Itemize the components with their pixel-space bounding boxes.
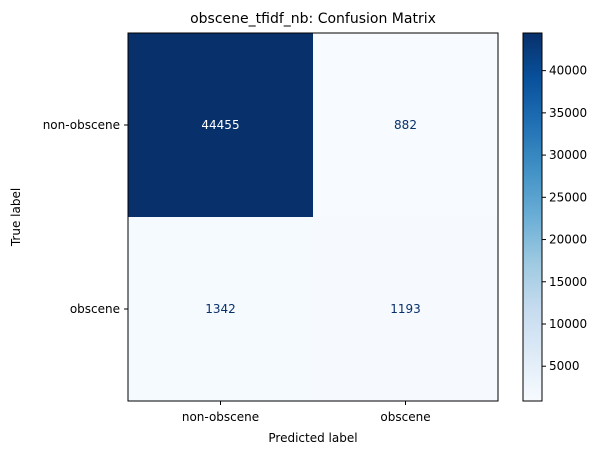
chart-title: obscene_tfidf_nb: Confusion Matrix: [190, 11, 436, 27]
colorbar-tick-label: 20000: [549, 233, 587, 247]
x-axis-label: Predicted label: [268, 431, 357, 445]
colorbar-tick-label: 10000: [549, 317, 587, 331]
colorbar: [522, 32, 543, 402]
y-axis-label: True label: [9, 188, 23, 247]
colorbar-ticks: 5000 10000 15000 20000 25000 30000 35000 40000: [542, 64, 587, 373]
cell-value-label: 1193: [390, 302, 421, 316]
x-axis-ticks: non-obscene obscene: [182, 401, 431, 424]
matrix-cell-r0-c0: [128, 33, 313, 217]
y-axis-ticks: non-obscene obscene: [43, 118, 128, 316]
colorbar-tick-label: 35000: [549, 106, 587, 120]
matrix-cell-r0-c1: [313, 33, 498, 217]
cell-value-label: 882: [394, 118, 417, 132]
colorbar-tick-label: 5000: [549, 359, 580, 373]
colorbar-tick-label: 30000: [549, 148, 587, 162]
cell-value-label: 44455: [201, 118, 239, 132]
y-tick-label: obscene: [70, 302, 120, 316]
colorbar-tick-label: 25000: [549, 190, 587, 204]
colorbar-tick-label: 15000: [549, 275, 587, 289]
matrix-cells: 44455 882 1342 1193: [128, 33, 498, 401]
x-tick-label: obscene: [380, 410, 430, 424]
matrix-cell-r1-c1: [313, 217, 498, 401]
y-tick-label: non-obscene: [43, 118, 120, 132]
colorbar-tick-label: 40000: [549, 64, 587, 78]
plot-frame: [127, 32, 499, 402]
x-tick-label: non-obscene: [182, 410, 259, 424]
cell-value-label: 1342: [205, 302, 236, 316]
matrix-cell-r1-c0: [128, 217, 313, 401]
